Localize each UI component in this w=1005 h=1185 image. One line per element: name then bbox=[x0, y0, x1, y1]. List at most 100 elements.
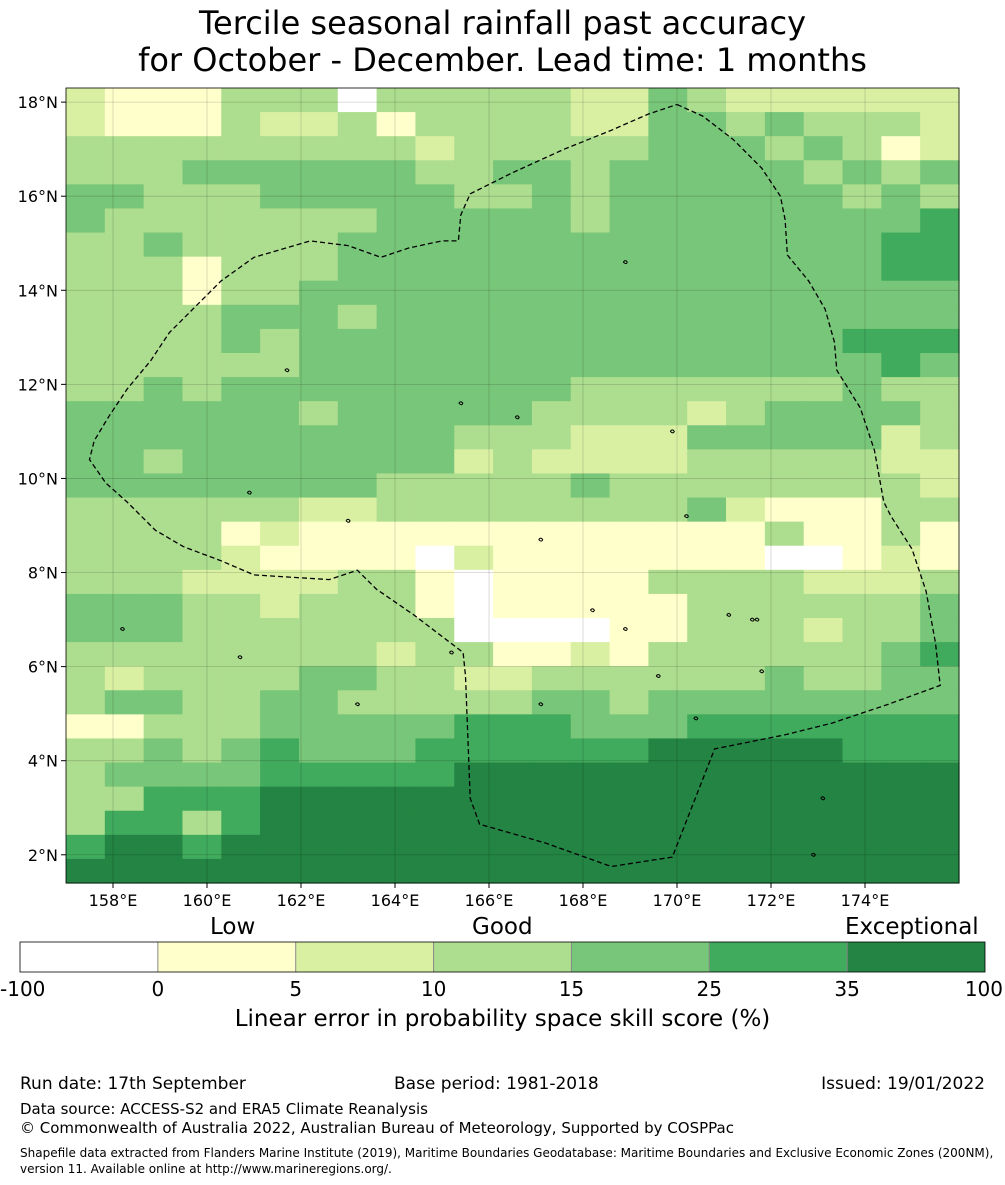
skill-cell bbox=[881, 714, 921, 740]
skill-cell bbox=[376, 690, 417, 715]
skill-cell bbox=[454, 834, 494, 860]
skill-cell bbox=[842, 642, 882, 667]
skill-cell bbox=[298, 545, 339, 571]
skill-cell bbox=[493, 642, 533, 667]
skill-cell bbox=[803, 618, 844, 643]
skill-cell bbox=[570, 449, 611, 475]
colorbar-frame bbox=[19, 941, 986, 973]
skill-cell bbox=[104, 473, 145, 499]
skill-cell bbox=[376, 208, 417, 234]
skill-cell bbox=[842, 786, 882, 812]
skill-cell bbox=[104, 256, 145, 282]
skill-cell bbox=[66, 425, 106, 450]
skill-cell bbox=[920, 304, 960, 330]
skill-cell bbox=[493, 232, 533, 258]
skill-cell bbox=[842, 353, 882, 378]
skill-cell bbox=[337, 280, 378, 306]
skill-cell bbox=[764, 280, 805, 306]
skill-cell bbox=[726, 545, 766, 571]
skill-cell bbox=[764, 449, 805, 475]
skill-cell bbox=[104, 569, 145, 595]
skill-cell bbox=[260, 810, 300, 836]
skill-cell bbox=[182, 593, 222, 619]
skill-cell bbox=[648, 521, 688, 547]
skill-cell bbox=[376, 280, 417, 306]
skill-cell bbox=[104, 353, 145, 378]
skill-cell bbox=[493, 618, 533, 643]
skill-cell bbox=[531, 425, 572, 450]
skill-cell bbox=[66, 136, 106, 161]
skill-cell bbox=[376, 184, 417, 210]
skill-cell bbox=[531, 353, 572, 378]
skill-cell bbox=[298, 377, 339, 402]
skill-cell bbox=[726, 762, 766, 788]
skill-cell bbox=[298, 473, 339, 499]
skill-cell bbox=[143, 858, 184, 884]
skill-cell bbox=[570, 497, 611, 523]
skill-cell bbox=[337, 377, 378, 402]
skill-cell bbox=[881, 232, 921, 258]
skill-cell bbox=[648, 473, 688, 499]
skill-cell bbox=[376, 232, 417, 258]
skill-cell bbox=[376, 521, 417, 547]
skill-cell bbox=[182, 810, 222, 836]
island bbox=[538, 537, 544, 542]
skill-cell bbox=[803, 280, 844, 306]
skill-cell bbox=[298, 328, 339, 354]
skill-cell bbox=[298, 449, 339, 475]
x-tick-label: 162°E bbox=[277, 891, 326, 910]
skill-cell bbox=[531, 786, 572, 812]
skill-cell bbox=[803, 497, 844, 523]
skill-cell bbox=[493, 690, 533, 715]
island bbox=[669, 429, 675, 434]
skill-cell bbox=[454, 762, 494, 788]
skill-cell bbox=[648, 112, 688, 137]
skill-cell bbox=[570, 642, 611, 667]
skill-cell bbox=[298, 593, 339, 619]
skill-cell bbox=[764, 858, 805, 884]
skill-cell bbox=[376, 304, 417, 330]
skill-cell bbox=[570, 425, 611, 450]
skill-cell bbox=[881, 449, 921, 475]
skill-cell bbox=[803, 304, 844, 330]
skill-cell bbox=[182, 714, 222, 740]
skill-cell bbox=[920, 280, 960, 306]
skill-cell bbox=[376, 786, 417, 812]
colorbar-segment bbox=[20, 942, 158, 972]
colorbar-segment bbox=[847, 942, 985, 972]
skill-cell bbox=[803, 593, 844, 619]
skill-cell bbox=[803, 642, 844, 667]
skill-cell bbox=[376, 88, 417, 113]
skill-cell bbox=[531, 858, 572, 884]
skill-cell bbox=[66, 738, 106, 764]
skill-cell bbox=[609, 232, 649, 258]
skill-cell bbox=[260, 136, 300, 161]
skill-cell bbox=[260, 738, 300, 764]
skill-cell bbox=[609, 136, 649, 161]
island bbox=[749, 617, 755, 622]
skill-cell bbox=[337, 160, 378, 185]
skill-cell bbox=[493, 304, 533, 330]
skill-cell bbox=[221, 425, 261, 450]
skill-cell bbox=[221, 112, 261, 137]
skill-cell bbox=[66, 593, 106, 619]
skill-cell bbox=[881, 280, 921, 306]
skill-cell bbox=[182, 88, 222, 113]
skill-cell bbox=[493, 377, 533, 402]
skill-cell bbox=[376, 328, 417, 354]
skill-cell bbox=[648, 834, 688, 860]
skill-cell bbox=[609, 618, 649, 643]
skill-cell bbox=[143, 401, 184, 426]
skill-cell bbox=[493, 184, 533, 210]
skill-cell bbox=[648, 714, 688, 740]
skill-cell bbox=[842, 666, 882, 691]
skill-cell bbox=[531, 304, 572, 330]
skill-cell bbox=[104, 497, 145, 523]
skill-cell bbox=[66, 88, 106, 113]
skill-cell bbox=[764, 425, 805, 450]
skill-cell bbox=[104, 136, 145, 161]
eez-boundary bbox=[88, 103, 941, 868]
skill-cell bbox=[493, 280, 533, 306]
skill-cell bbox=[104, 377, 145, 402]
skill-cell bbox=[260, 497, 300, 523]
